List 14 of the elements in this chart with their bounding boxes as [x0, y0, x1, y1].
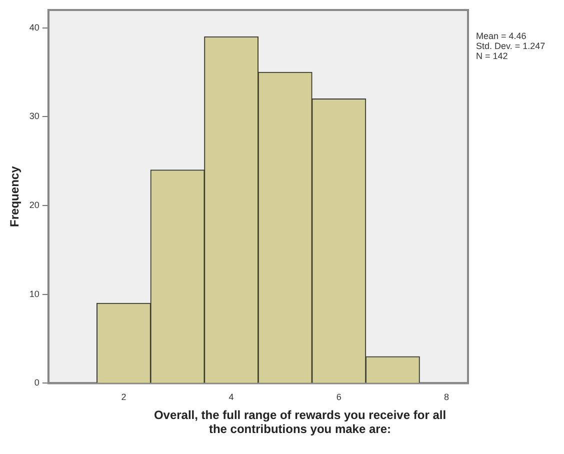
y-tick-label: 10: [29, 288, 40, 299]
x-axis-title: Overall, the full range of rewards you receive for all the contributions you make are:: [152, 408, 448, 436]
y-tick-label: 20: [29, 200, 40, 210]
text: N = 142: [476, 50, 508, 61]
text: Mean = 4.46: [476, 30, 526, 41]
y-tick-label: 0: [34, 378, 40, 388]
x-tick-label: 8: [444, 392, 449, 402]
y-axis-title: Frequency: [8, 166, 22, 227]
text: Std. Dev. = 1.247: [476, 40, 546, 51]
y-tick-label: 30: [29, 111, 40, 122]
x-tick-label: 4: [228, 392, 234, 402]
x-tick-label: 2: [121, 392, 126, 402]
x-tick-label: 6: [336, 392, 342, 402]
y-tick-label: 40: [29, 22, 40, 32]
